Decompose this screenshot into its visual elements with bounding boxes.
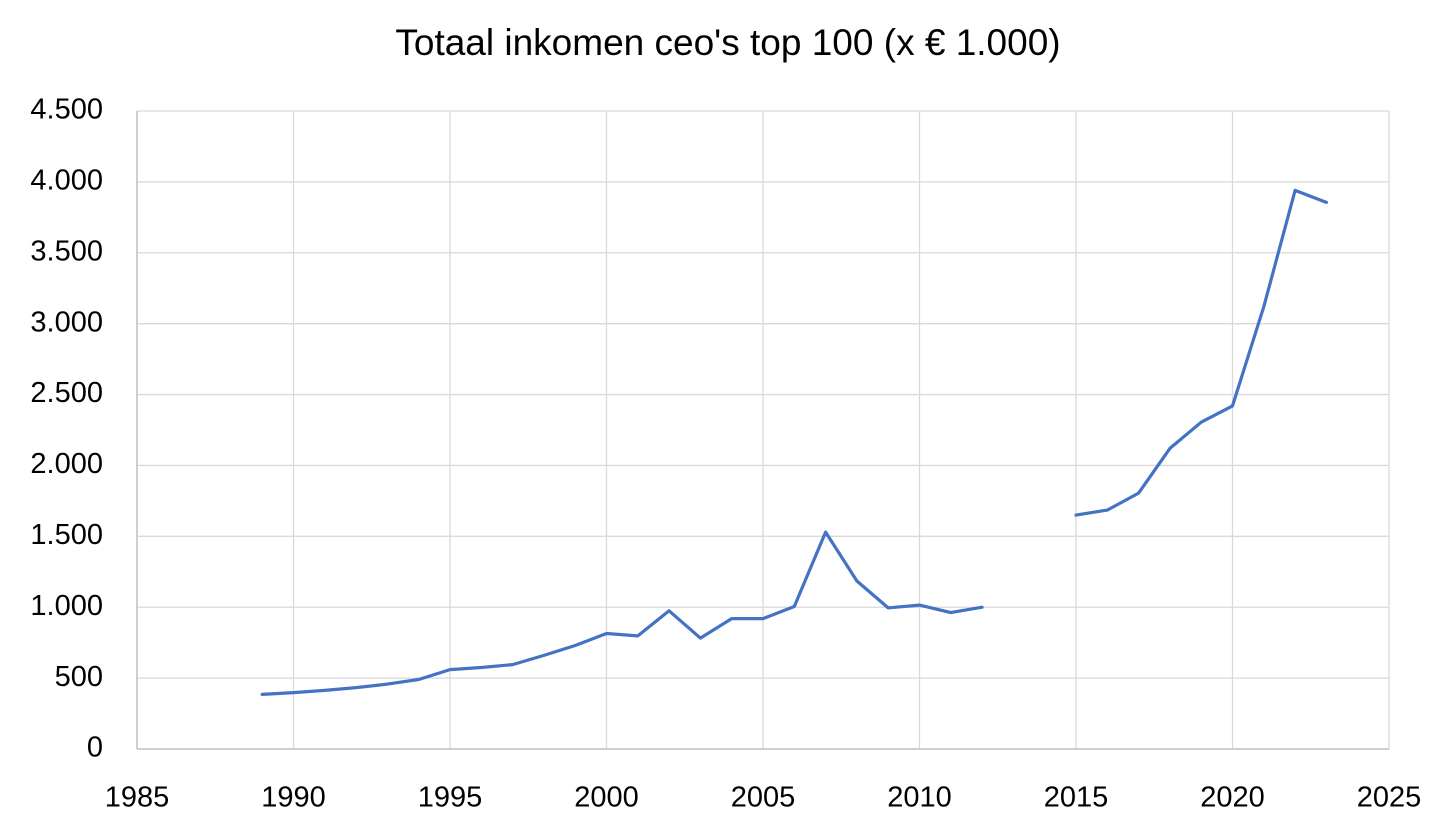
data-point <box>354 686 358 690</box>
data-point <box>636 634 640 638</box>
y-tick-label: 2.500 <box>30 377 103 409</box>
data-point <box>886 606 890 610</box>
data-point <box>1168 446 1172 450</box>
data-point <box>667 609 671 613</box>
series-layer <box>260 188 1329 697</box>
data-point <box>1262 305 1266 309</box>
y-tick-label: 1.500 <box>30 519 103 551</box>
y-tick-label: 1.000 <box>30 590 103 622</box>
x-tick-label: 2000 <box>574 782 639 814</box>
data-point <box>1074 513 1078 517</box>
data-point <box>292 691 296 695</box>
axis-layer <box>136 111 1389 750</box>
series-line <box>260 530 984 697</box>
data-point <box>260 692 264 696</box>
data-point <box>1199 420 1203 424</box>
y-tick-label: 500 <box>55 661 103 693</box>
series-line <box>1074 188 1329 517</box>
data-point <box>824 530 828 534</box>
data-point <box>1293 188 1297 192</box>
y-tick-label: 4.500 <box>30 94 103 126</box>
data-point <box>761 617 765 621</box>
data-point <box>980 605 984 609</box>
y-tick-label: 4.000 <box>30 165 103 197</box>
x-tick-labels: 1985 1990 1995 2000 2005 2010 2015 2020 2025 <box>105 782 1422 814</box>
data-point <box>605 631 609 635</box>
data-point <box>417 678 421 682</box>
data-point <box>918 603 922 607</box>
grid-layer <box>137 110 1390 749</box>
data-point <box>949 611 953 615</box>
data-point <box>792 605 796 609</box>
data-point <box>855 579 859 583</box>
x-tick-label: 1985 <box>105 782 170 814</box>
x-tick-label: 2020 <box>1200 782 1265 814</box>
y-tick-label: 0 <box>87 732 103 764</box>
data-point <box>1137 491 1141 495</box>
y-tick-label: 3.500 <box>30 235 103 267</box>
data-point <box>385 682 389 686</box>
data-point <box>323 688 327 692</box>
y-tick-label: 2.000 <box>30 448 103 480</box>
x-tick-label: 1990 <box>261 782 326 814</box>
x-tick-label: 2015 <box>1044 782 1109 814</box>
data-point <box>448 668 452 672</box>
data-point <box>1231 404 1235 408</box>
data-point <box>698 636 702 640</box>
data-point <box>511 663 515 667</box>
data-point <box>573 644 577 648</box>
chart-title: Totaal inkomen ceo's top 100 (x € 1.000) <box>395 22 1061 63</box>
x-tick-label: 2010 <box>887 782 952 814</box>
data-point <box>730 617 734 621</box>
data-point <box>542 653 546 657</box>
y-tick-label: 3.000 <box>30 306 103 338</box>
x-tick-label: 2005 <box>731 782 796 814</box>
data-point <box>1105 508 1109 512</box>
data-point <box>1324 200 1328 204</box>
data-point <box>479 665 483 669</box>
y-tick-labels: 0 500 1.000 1.500 2.000 2.500 3.000 3.500 4.000 4… <box>30 94 103 764</box>
x-tick-label: 2025 <box>1357 782 1422 814</box>
x-tick-label: 1995 <box>418 782 483 814</box>
